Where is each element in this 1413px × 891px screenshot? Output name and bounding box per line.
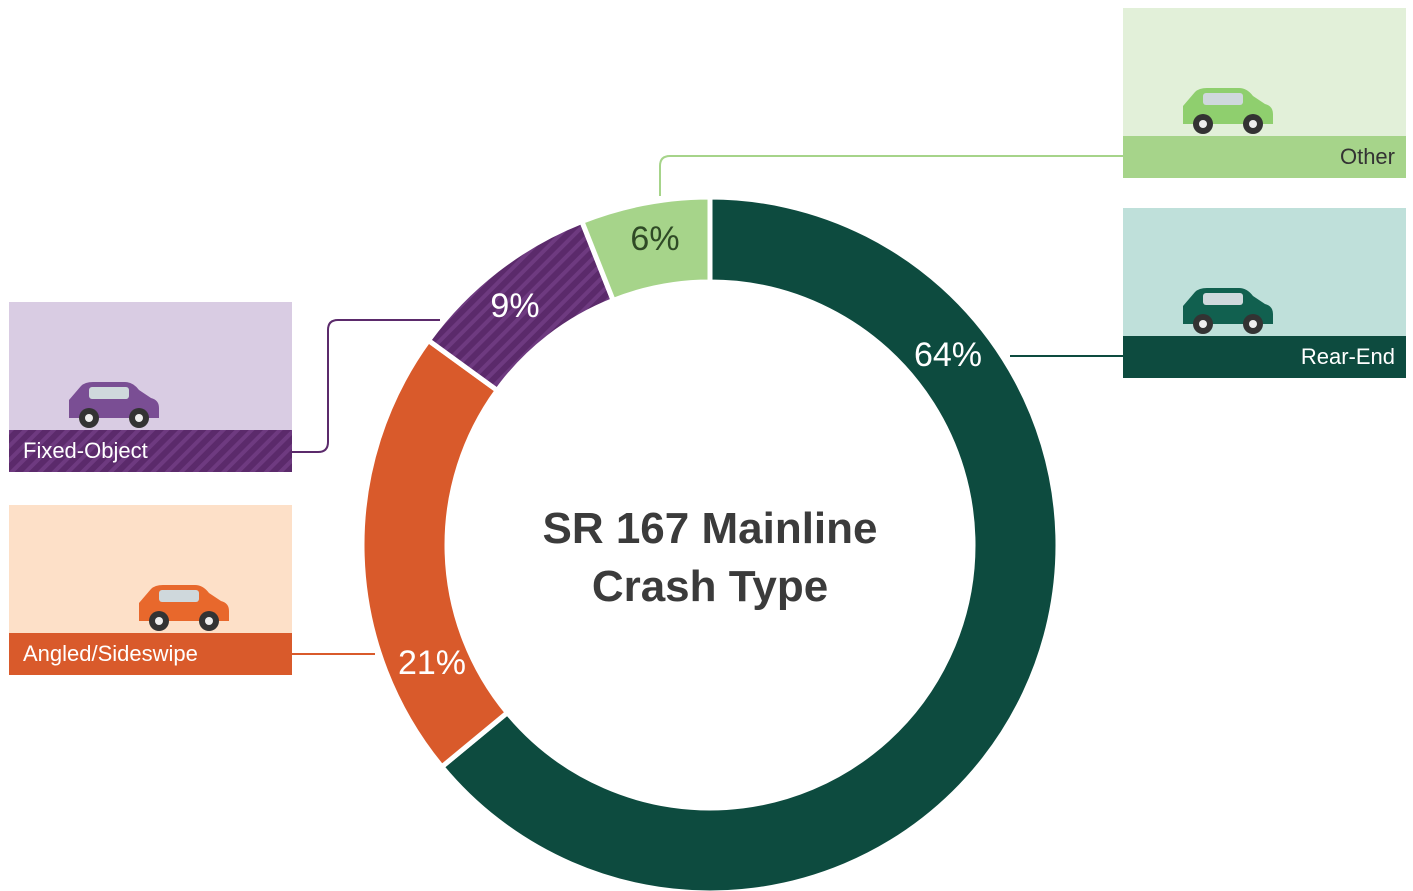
car-hub xyxy=(155,617,163,625)
car-hub xyxy=(1199,320,1207,328)
value-label: 6% xyxy=(630,220,679,258)
legend-label: Angled/Sideswipe xyxy=(23,641,198,666)
car-hub xyxy=(1199,120,1207,128)
chart: 64% Rear-End 21% Angled/Sideswipe 9% Fixed-Ob… xyxy=(0,0,1413,891)
car-window xyxy=(1203,293,1243,305)
car-window xyxy=(89,387,129,399)
car-hub xyxy=(205,617,213,625)
legend-label: Rear-End xyxy=(1301,344,1395,369)
car-hub xyxy=(85,414,93,422)
chart-title: SR 167 Mainline Crash Type xyxy=(520,500,900,616)
donut-segment xyxy=(362,340,507,766)
leader-line xyxy=(660,156,1123,196)
car-hub xyxy=(135,414,143,422)
value-label: 64% xyxy=(914,336,982,374)
car-window xyxy=(159,590,199,602)
value-label: 21% xyxy=(398,644,466,682)
car-window xyxy=(1203,93,1243,105)
legend-label: Fixed-Object xyxy=(23,438,148,463)
car-hub xyxy=(1249,320,1257,328)
value-label: 9% xyxy=(490,287,539,325)
car-hub xyxy=(1249,120,1257,128)
legend-label: Other xyxy=(1340,144,1395,169)
page: 64% Rear-End 21% Angled/Sideswipe 9% Fixed-Ob… xyxy=(0,0,1413,891)
